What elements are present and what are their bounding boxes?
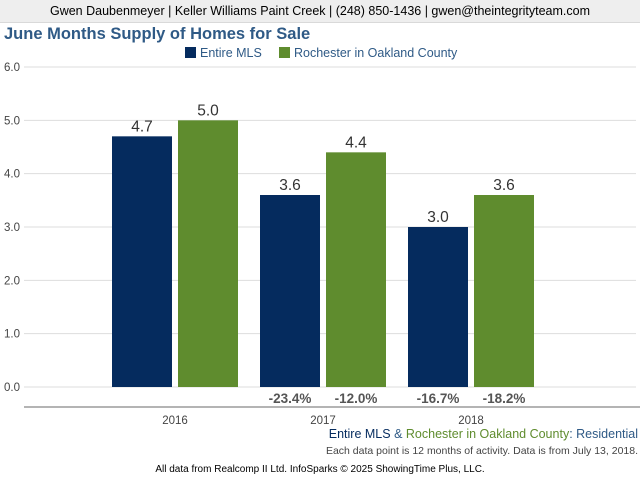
bar [408, 227, 468, 387]
x-tick-label: 2017 [310, 415, 336, 425]
data-label: 5.0 [197, 102, 219, 119]
bar [178, 120, 238, 387]
footer-type: Residential [576, 427, 638, 441]
legend-swatch [279, 47, 290, 58]
bar [474, 195, 534, 387]
change-label: -12.0% [335, 391, 378, 406]
footer-series-b: Rochester in Oakland County [405, 427, 570, 441]
bar [326, 152, 386, 387]
data-label: 3.0 [427, 209, 449, 226]
chart-svg: 0.0 1.0 2.0 3.0 4.0 5.0 6.0 Entire MLS Rocheste… [4, 46, 640, 425]
legend-label: Entire MLS [200, 46, 262, 60]
y-tick-label: 2.0 [4, 275, 20, 287]
bar [260, 195, 320, 387]
y-tick-label: 1.0 [4, 329, 20, 341]
x-tick-label: 2016 [162, 415, 188, 425]
footer-amp: & [394, 427, 403, 441]
legend-label: Rochester in Oakland County [294, 46, 458, 60]
change-label: -18.2% [483, 391, 526, 406]
bar [112, 136, 172, 387]
y-tick-label: 4.0 [4, 169, 20, 181]
y-tick-label: 0.0 [4, 382, 20, 394]
contact-banner: Gwen Daubenmeyer | Keller Williams Paint… [0, 0, 640, 23]
footer-series-a: Entire MLS [328, 427, 391, 441]
change-label: -16.7% [417, 391, 460, 406]
change-label: -23.4% [269, 391, 312, 406]
chart-title: June Months Supply of Homes for Sale [4, 25, 311, 43]
footer-note: Each data point is 12 months of activity… [325, 445, 638, 457]
data-label: 3.6 [493, 177, 515, 194]
y-tick-label: 6.0 [4, 62, 20, 74]
data-label: 4.7 [131, 118, 153, 135]
x-tick-label: 2018 [458, 415, 484, 425]
data-label: 4.4 [345, 134, 367, 151]
data-label: 3.6 [279, 177, 301, 194]
footer-colon: : [569, 427, 573, 441]
footer-series-line: Entire MLS & Rochester in Oakland County… [329, 427, 638, 441]
y-tick-label: 3.0 [4, 222, 20, 234]
legend-swatch [185, 47, 196, 58]
footer-credit: All data from Realcomp II Ltd. InfoSpark… [155, 464, 485, 475]
y-tick-label: 5.0 [4, 115, 20, 127]
